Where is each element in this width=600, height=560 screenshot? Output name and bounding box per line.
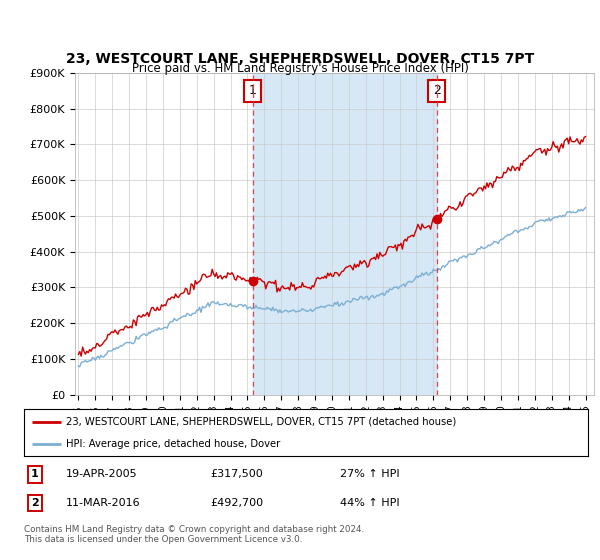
Text: Price paid vs. HM Land Registry's House Price Index (HPI): Price paid vs. HM Land Registry's House … [131,62,469,76]
Text: HPI: Average price, detached house, Dover: HPI: Average price, detached house, Dove… [66,438,281,449]
Text: 1: 1 [248,84,256,97]
Text: 2: 2 [433,84,441,97]
Text: 23, WESTCOURT LANE, SHEPHERDSWELL, DOVER, CT15 7PT: 23, WESTCOURT LANE, SHEPHERDSWELL, DOVER… [66,52,534,66]
Text: 19-APR-2005: 19-APR-2005 [66,469,138,479]
Text: £492,700: £492,700 [210,498,263,508]
Text: 23, WESTCOURT LANE, SHEPHERDSWELL, DOVER, CT15 7PT (detached house): 23, WESTCOURT LANE, SHEPHERDSWELL, DOVER… [66,417,457,427]
Text: 1: 1 [31,469,38,479]
Bar [253,73,437,395]
Text: 11-MAR-2016: 11-MAR-2016 [66,498,141,508]
Text: 2: 2 [31,498,38,508]
Text: £317,500: £317,500 [210,469,263,479]
Text: 44% ↑ HPI: 44% ↑ HPI [340,498,400,508]
Text: Contains HM Land Registry data © Crown copyright and database right 2024.
This d: Contains HM Land Registry data © Crown c… [24,525,364,544]
Text: 27% ↑ HPI: 27% ↑ HPI [340,469,400,479]
